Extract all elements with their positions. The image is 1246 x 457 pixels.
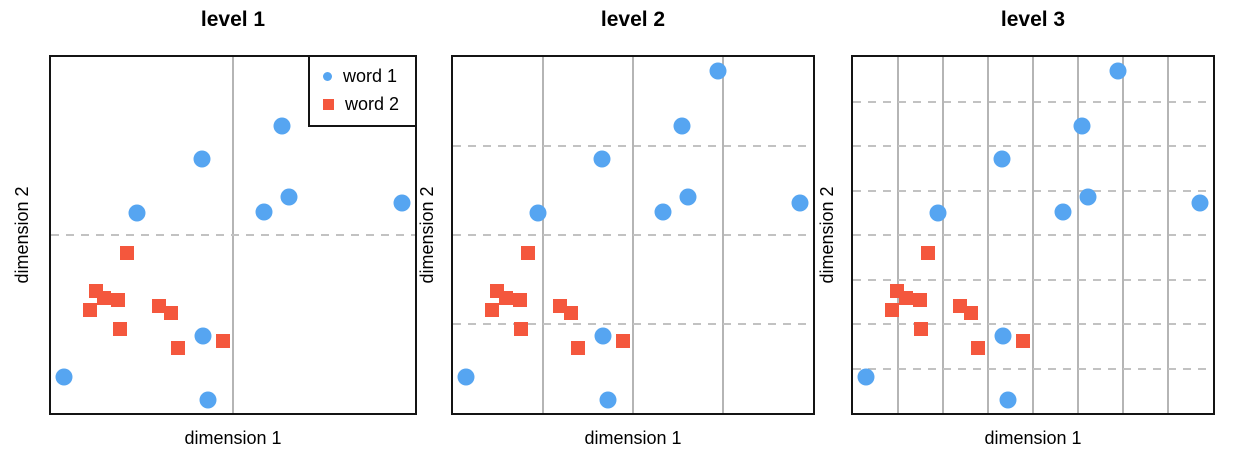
data-point-word1 — [857, 368, 875, 386]
data-point-word2 — [484, 303, 499, 318]
grid-line-horizontal-dashed — [853, 367, 1213, 370]
plot-area-level-1: word 1 word 2 — [49, 55, 417, 415]
data-point-word1 — [199, 391, 217, 409]
data-point-word1 — [673, 117, 691, 135]
data-point-word1 — [1079, 188, 1097, 206]
grid-line-horizontal-dashed — [853, 278, 1213, 281]
data-point-word1 — [194, 327, 212, 345]
grid-line-vertical — [1122, 57, 1124, 413]
data-point-word1 — [280, 188, 298, 206]
data-point-word2 — [82, 303, 97, 318]
legend-item-word-1: word 1 — [322, 66, 399, 87]
legend: word 1 word 2 — [307, 55, 417, 127]
data-point-word2 — [152, 299, 167, 314]
plot-area-level-3 — [851, 55, 1215, 415]
data-point-word2 — [953, 299, 968, 314]
data-point-word1 — [393, 194, 411, 212]
data-point-word1 — [1191, 194, 1209, 212]
panel-title-level-2: level 2 — [600, 8, 666, 31]
data-point-word2 — [898, 291, 913, 306]
grid-line-vertical — [722, 57, 724, 413]
data-point-word2 — [615, 333, 630, 348]
data-point-word1 — [593, 150, 611, 168]
data-point-word1 — [599, 391, 617, 409]
data-point-word2 — [553, 299, 568, 314]
data-point-word2 — [119, 246, 134, 261]
x-axis-label-panel-3: dimension 1 — [984, 428, 1082, 448]
data-point-word1 — [993, 150, 1011, 168]
data-point-word1 — [791, 194, 809, 212]
data-point-word1 — [55, 368, 73, 386]
grid-line-horizontal-dashed — [453, 234, 813, 236]
grid-line-horizontal-dashed — [453, 323, 813, 325]
data-point-word2 — [920, 246, 935, 261]
data-point-word2 — [964, 306, 979, 321]
panel-title-level-1: level 1 — [200, 8, 266, 31]
legend-label: word 2 — [344, 94, 399, 114]
data-point-word2 — [113, 321, 128, 336]
data-point-word2 — [884, 303, 899, 318]
data-point-word1 — [273, 117, 291, 135]
data-point-word2 — [170, 340, 185, 355]
data-point-word2 — [971, 340, 986, 355]
grid-line-horizontal-dashed — [51, 234, 415, 236]
data-point-word1 — [1073, 117, 1091, 135]
data-point-word1 — [994, 327, 1012, 345]
data-point-word1 — [128, 204, 146, 222]
data-point-word2 — [111, 293, 126, 308]
data-point-word2 — [97, 291, 112, 306]
data-point-word1 — [594, 327, 612, 345]
data-point-word2 — [564, 306, 579, 321]
y-axis-label-panel-3: dimension 2 — [817, 186, 837, 284]
data-point-word1 — [193, 150, 211, 168]
data-point-word2 — [512, 293, 527, 308]
data-point-word2 — [520, 246, 535, 261]
data-point-word1 — [709, 62, 727, 80]
data-point-word1 — [457, 368, 475, 386]
data-point-word1 — [529, 204, 547, 222]
legend-item-word-2: word 2 — [322, 94, 399, 115]
data-point-word2 — [571, 340, 586, 355]
y-axis-label-panel-2: dimension 2 — [417, 186, 437, 284]
data-point-word2 — [912, 293, 927, 308]
legend-label: word 1 — [342, 66, 397, 86]
data-point-word2 — [215, 333, 230, 348]
word2-square-icon — [322, 99, 334, 110]
data-point-word2 — [514, 321, 529, 336]
data-point-word1 — [929, 204, 947, 222]
x-axis-label-panel-1: dimension 1 — [184, 428, 282, 448]
data-point-word2 — [498, 291, 513, 306]
grid-line-vertical — [1077, 57, 1079, 413]
data-point-word1 — [1109, 62, 1127, 80]
data-point-word2 — [1015, 333, 1030, 348]
data-point-word2 — [914, 321, 929, 336]
grid-line-vertical — [1167, 57, 1169, 413]
panel-title-level-3: level 3 — [1000, 8, 1066, 31]
y-axis-label-panel-1: dimension 2 — [12, 186, 32, 284]
data-point-word1 — [654, 203, 672, 221]
data-point-word2 — [163, 306, 178, 321]
word1-circle-icon — [322, 72, 332, 81]
data-point-word1 — [999, 391, 1017, 409]
x-axis-label-panel-2: dimension 1 — [584, 428, 682, 448]
data-point-word1 — [679, 188, 697, 206]
grid-line-horizontal-dashed — [853, 323, 1213, 325]
data-point-word1 — [255, 203, 273, 221]
plot-area-level-2 — [451, 55, 815, 415]
data-point-word1 — [1054, 203, 1072, 221]
grid-line-horizontal-dashed — [853, 234, 1213, 236]
